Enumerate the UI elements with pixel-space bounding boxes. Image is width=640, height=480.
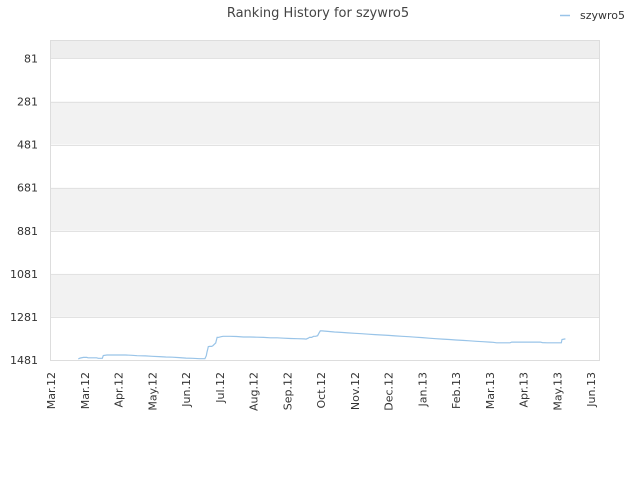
band-0 (51, 41, 600, 59)
band-4 (51, 187, 600, 231)
x-tick-label: Aug.12 (248, 372, 261, 411)
x-tick-label: Dec.12 (383, 372, 396, 411)
y-tick-label: 481 (17, 139, 38, 152)
x-tick-label: Mar.13 (484, 372, 497, 409)
series-line-szywro5 (78, 330, 566, 360)
x-tick-label: May.13 (551, 372, 564, 411)
band-7 (51, 316, 600, 360)
y-axis-ticks: 81 281 481 681 881 1081 1281 1481 (10, 52, 38, 367)
band-3 (51, 144, 600, 188)
y-tick-label: 1081 (10, 268, 38, 281)
background-bands (51, 41, 600, 360)
series-layer (78, 330, 566, 360)
x-tick-label: May.12 (146, 372, 159, 411)
x-tick-label: Jun.13 (585, 372, 598, 408)
chart-title: Ranking History for szywro5 (227, 6, 409, 21)
x-tick-label: Jul.12 (214, 372, 227, 404)
x-tick-label: Jan.13 (416, 372, 429, 407)
x-tick-label: Nov.12 (349, 372, 362, 410)
y-tick-label: 281 (17, 96, 38, 109)
plot-frame (50, 40, 600, 361)
legend-label-szywro5: szywro5 (580, 9, 625, 22)
x-tick-label: Mar.12 (79, 372, 92, 409)
gridlines (51, 58, 600, 361)
band-5 (51, 230, 600, 274)
band-6 (51, 273, 600, 317)
x-tick-label: Apr.12 (113, 372, 126, 408)
x-tick-label: Mar.12 (45, 372, 58, 409)
y-tick-label: 81 (24, 52, 38, 65)
band-2 (51, 101, 600, 145)
y-tick-label: 1481 (10, 354, 38, 367)
y-tick-label: 1281 (10, 311, 38, 324)
x-tick-label: Oct.12 (315, 372, 328, 409)
x-tick-label: Feb.13 (450, 372, 463, 409)
band-1 (51, 58, 600, 102)
x-tick-label: Jun.12 (180, 372, 193, 408)
y-tick-label: 681 (17, 182, 38, 195)
x-tick-label: Apr.13 (518, 372, 531, 408)
x-axis-ticks: Mar.12 Mar.12 Apr.12 May.12 Jun.12 Jul.12 Aug.… (45, 372, 598, 411)
y-tick-label: 881 (17, 225, 38, 238)
x-tick-label: Sep.12 (281, 372, 294, 410)
legend: szywro5 (560, 9, 625, 22)
